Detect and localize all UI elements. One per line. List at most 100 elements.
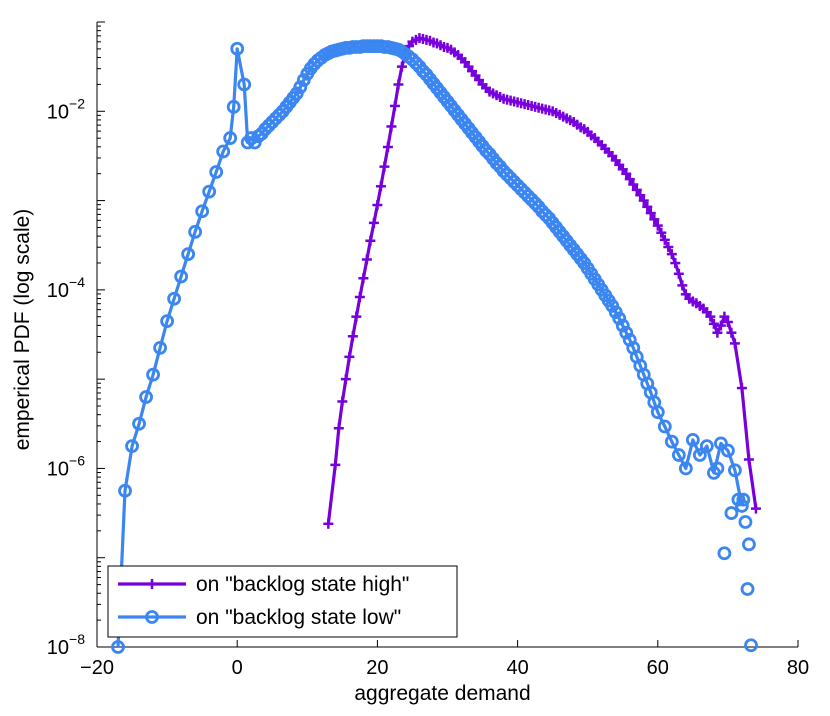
data-point — [230, 41, 245, 56]
data-point — [181, 247, 196, 262]
data-point — [358, 273, 369, 284]
data-point — [132, 416, 146, 431]
data-point — [713, 436, 728, 451]
legend-marker — [145, 610, 159, 624]
data-point — [645, 208, 656, 219]
legend-item: on "backlog state low" — [118, 606, 401, 629]
data-point — [333, 423, 344, 434]
data-point — [743, 454, 754, 465]
data-point — [699, 439, 714, 454]
data-point — [673, 268, 684, 279]
data-point — [524, 192, 539, 207]
data-point — [382, 142, 393, 152]
legend-box — [107, 565, 458, 638]
data-point — [507, 174, 521, 189]
data-point — [731, 492, 746, 507]
data-point — [330, 459, 341, 470]
x-tick-label: 60 — [647, 657, 669, 679]
data-point — [139, 390, 153, 404]
series-high — [323, 33, 761, 529]
data-point — [744, 638, 758, 653]
legend: on "backlog state high" on "backlog state… — [107, 565, 458, 638]
data-point — [118, 483, 132, 498]
data-point — [619, 325, 634, 340]
data-point — [663, 242, 674, 252]
data-point — [750, 503, 761, 514]
data-point — [742, 537, 756, 552]
data-point — [621, 168, 632, 179]
data-point — [678, 461, 693, 476]
data-point — [337, 396, 348, 407]
data-point — [503, 171, 518, 186]
data-point — [226, 99, 241, 114]
data-point — [724, 506, 739, 520]
data-point — [685, 432, 700, 447]
x-tick-label: 80 — [787, 657, 809, 679]
data-point — [416, 64, 430, 79]
data-point — [635, 190, 646, 201]
data-point — [650, 405, 665, 420]
data-point — [624, 174, 635, 185]
data-point — [160, 314, 175, 329]
data-point — [386, 121, 397, 132]
data-point — [538, 207, 553, 222]
data-point — [631, 184, 642, 195]
data-point — [729, 338, 740, 349]
data-point — [268, 111, 283, 126]
data-point — [265, 115, 280, 129]
data-point — [489, 156, 504, 170]
data-point — [216, 144, 231, 159]
data-point — [708, 318, 719, 329]
x-tick-label: −20 — [80, 657, 114, 679]
data-point — [528, 196, 543, 211]
x-tick-label: 40 — [506, 657, 528, 679]
data-point — [740, 582, 755, 596]
data-point — [354, 292, 365, 302]
data-point — [293, 80, 308, 95]
data-point — [347, 331, 358, 342]
data-point — [202, 184, 217, 199]
series-low — [111, 39, 758, 654]
data-point — [738, 515, 753, 529]
data-point — [657, 419, 672, 434]
data-point — [642, 201, 653, 212]
data-point — [365, 235, 376, 246]
x-tick-label: 0 — [232, 657, 243, 679]
y-tick-label: 10−8 — [47, 631, 85, 659]
data-point — [393, 79, 404, 90]
data-point — [372, 200, 383, 211]
data-point — [736, 383, 747, 394]
data-point — [671, 448, 686, 462]
data-point — [409, 56, 423, 70]
data-point — [510, 178, 525, 193]
data-point — [125, 439, 139, 454]
data-point — [514, 182, 529, 196]
data-point — [628, 179, 639, 190]
data-point — [111, 640, 125, 654]
x-axis-title: aggregate demand — [354, 682, 530, 705]
legend-label: on "backlog state high" — [196, 573, 409, 596]
data-point — [500, 167, 514, 182]
data-point — [722, 317, 733, 327]
data-point — [712, 327, 723, 338]
data-point — [615, 318, 630, 333]
data-point — [721, 443, 735, 458]
data-point — [652, 220, 663, 231]
data-point — [323, 518, 334, 529]
data-point — [692, 448, 707, 462]
data-point — [664, 434, 679, 449]
y-axis-title: emperical PDF (log scale) — [11, 209, 34, 451]
data-point — [715, 320, 726, 331]
data-point — [638, 195, 649, 206]
data-point — [195, 204, 210, 219]
y-tick-label: 10−6 — [47, 452, 85, 480]
data-point — [379, 161, 390, 172]
data-point — [351, 311, 362, 322]
data-point — [146, 367, 160, 382]
data-point — [479, 143, 493, 158]
data-point — [612, 311, 627, 326]
data-point — [405, 52, 420, 67]
data-point — [670, 258, 681, 269]
data-point — [728, 463, 742, 478]
